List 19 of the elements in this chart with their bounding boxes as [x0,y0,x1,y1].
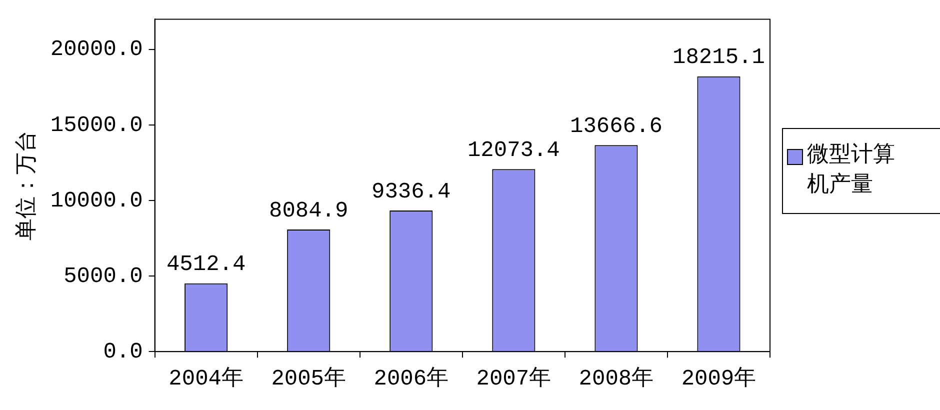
y-tick-label: 15000.0 [50,112,143,138]
y-tick-label: 20000.0 [50,37,143,62]
x-tick-label: 2007年 [476,366,552,392]
data-label: 13666.6 [570,114,662,139]
x-tick-label: 2005年 [271,366,346,392]
data-label: 9336.4 [372,179,451,204]
data-label: 8084.9 [269,198,348,224]
legend-label: 微型计算机产量 [807,142,896,200]
x-tick-label: 2009年 [681,366,756,392]
y-tick-label: 0.0 [103,339,143,364]
data-label: 18215.1 [672,45,765,70]
x-tick-label: 2006年 [374,366,449,392]
y-tick-label: 5000.0 [64,264,143,289]
y-tick-label: 10000.0 [50,188,143,214]
x-tick-label: 2004年 [168,366,244,392]
data-label: 4512.4 [166,252,246,278]
x-tick-label: 2008年 [578,366,654,392]
y-axis-title: 单位：万台 [14,130,40,240]
data-label: 12073.4 [467,138,560,164]
